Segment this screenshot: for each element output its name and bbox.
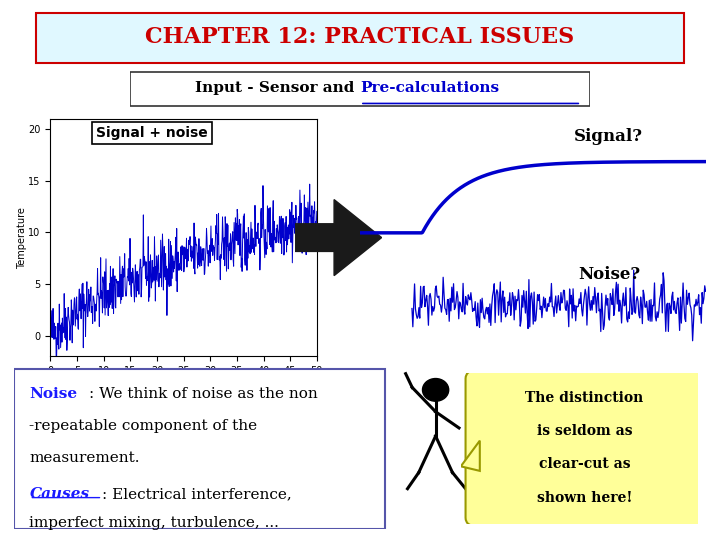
X-axis label: Time (min): Time (min) [157, 382, 210, 392]
Text: is seldom as: is seldom as [536, 424, 632, 438]
FancyBboxPatch shape [36, 13, 684, 63]
Text: measurement.: measurement. [30, 451, 140, 465]
Text: Noise?: Noise? [577, 266, 640, 283]
FancyBboxPatch shape [14, 369, 385, 529]
FancyBboxPatch shape [466, 369, 703, 527]
Text: CHAPTER 12: PRACTICAL ISSUES: CHAPTER 12: PRACTICAL ISSUES [145, 26, 575, 48]
Y-axis label: Temperature: Temperature [17, 207, 27, 268]
Text: imperfect mixing, turbulence, ...: imperfect mixing, turbulence, ... [30, 516, 279, 530]
Polygon shape [461, 441, 480, 471]
Text: The distinction: The distinction [525, 391, 644, 405]
Text: clear-cut as: clear-cut as [539, 457, 630, 471]
FancyBboxPatch shape [130, 72, 590, 106]
Text: Pre-calculations: Pre-calculations [360, 82, 499, 96]
Text: Causes: Causes [30, 487, 89, 501]
Text: : Electrical interference,: : Electrical interference, [102, 487, 292, 501]
Text: : We think of noise as the non: : We think of noise as the non [89, 387, 318, 401]
Text: Signal?: Signal? [575, 129, 644, 145]
Text: Noise: Noise [30, 387, 78, 401]
Text: -repeatable component of the: -repeatable component of the [30, 419, 258, 433]
Text: Signal + noise: Signal + noise [96, 126, 207, 140]
Polygon shape [295, 200, 382, 275]
Circle shape [423, 379, 449, 401]
Text: shown here!: shown here! [536, 490, 632, 504]
Text: Input - Sensor and: Input - Sensor and [195, 82, 360, 96]
